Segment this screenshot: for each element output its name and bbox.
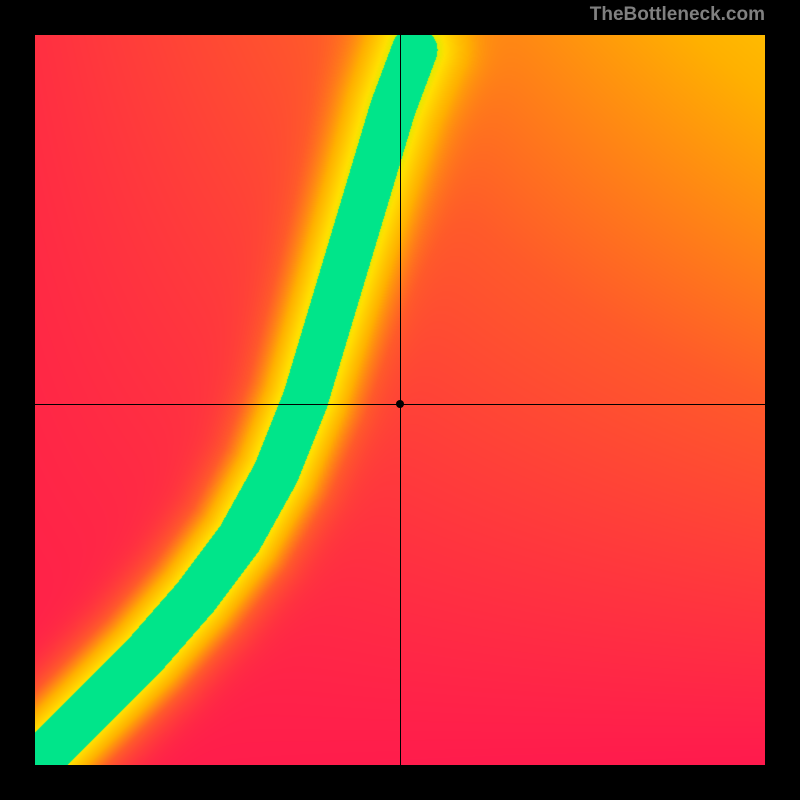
plot-area bbox=[35, 35, 765, 765]
marker-dot bbox=[396, 400, 404, 408]
watermark: TheBottleneck.com bbox=[590, 4, 765, 26]
